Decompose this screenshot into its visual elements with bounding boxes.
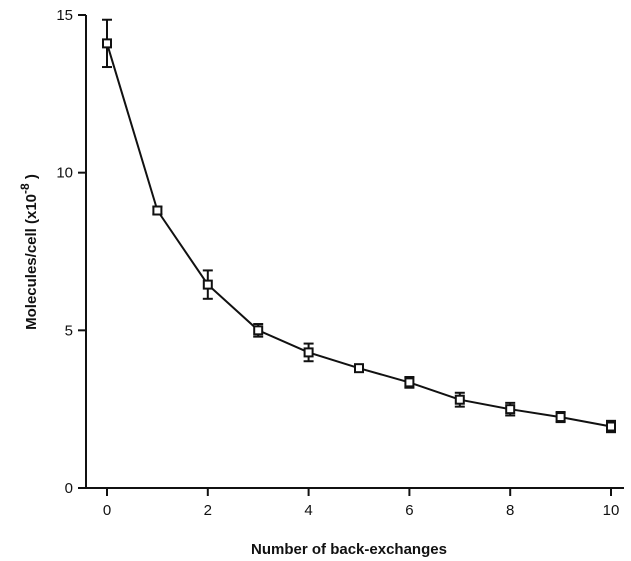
y-tick-label: 10 [56, 165, 73, 182]
data-point [102, 38, 112, 49]
data-point [404, 377, 415, 388]
x-tick-label: 4 [304, 502, 312, 519]
data-point [606, 421, 616, 432]
data-point [303, 347, 314, 358]
x-tick-label: 8 [506, 502, 514, 519]
y-axis-title: Molecules/cell (x10-8 ) [18, 174, 40, 330]
y-tick-label: 5 [65, 322, 73, 339]
data-point [354, 363, 364, 374]
x-tick-label: 2 [204, 502, 212, 519]
plot-area: 0 5 10 15 0 2 4 6 8 10 [56, 7, 624, 519]
y-axis-title-close: ) [23, 174, 40, 183]
x-tick-label: 0 [103, 502, 111, 519]
y-tick-label: 15 [56, 7, 73, 24]
x-tick-label: 10 [603, 502, 620, 519]
x-tick-label: 6 [405, 502, 413, 519]
data-point [505, 404, 516, 415]
x-axis-title: Number of back-exchanges [251, 541, 447, 558]
data-point [152, 205, 163, 216]
data-point [555, 412, 566, 423]
data-markers [102, 38, 616, 432]
data-point [253, 325, 264, 336]
y-tick-label: 0 [65, 480, 73, 497]
y-axis-title-main: Molecules/cell (x10 [23, 194, 40, 330]
y-axis-title-exponent: -8 [18, 183, 32, 194]
y-ticks: 0 5 10 15 [56, 7, 86, 497]
data-point [454, 394, 465, 405]
data-point [202, 279, 213, 290]
x-ticks: 0 2 4 6 8 10 [103, 488, 620, 519]
